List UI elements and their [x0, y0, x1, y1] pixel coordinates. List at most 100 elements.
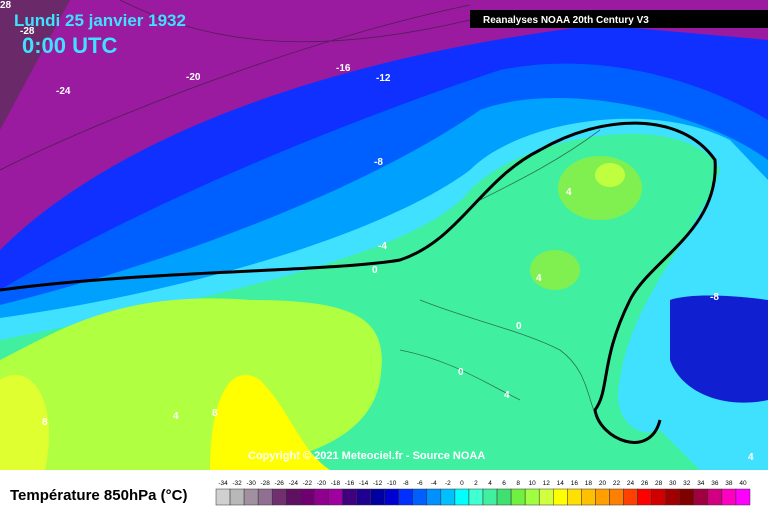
- cold-region: [0, 0, 70, 130]
- color-swatch: [229, 488, 245, 506]
- date: Lundi 25 janvier 1932: [14, 11, 186, 30]
- contour-label: -8: [710, 292, 719, 303]
- color-swatch: [271, 488, 287, 506]
- legend-label: -30: [246, 480, 256, 487]
- contour-label: 0: [516, 321, 522, 332]
- color-swatch: [581, 488, 596, 506]
- color-swatch: [342, 488, 357, 506]
- color-swatch: [370, 488, 385, 506]
- color-swatch: [510, 488, 526, 506]
- color-swatch: [426, 488, 442, 506]
- contour-label: -28: [20, 26, 35, 37]
- legend-label: 18: [585, 480, 593, 487]
- color-swatch: [482, 488, 498, 506]
- contour-label: -16: [336, 63, 351, 74]
- source: Reanalyses NOAA 20th Century V3: [483, 15, 649, 26]
- legend-label: -20: [317, 480, 327, 487]
- legend-label: 2: [474, 480, 478, 487]
- color-swatch: [693, 488, 709, 506]
- color-swatch: [356, 488, 371, 506]
- legend-label: 36: [711, 480, 719, 487]
- temp-band: [0, 374, 49, 470]
- color-swatch: [286, 488, 301, 506]
- legend-label: 16: [571, 480, 579, 487]
- contour-label: 0: [372, 265, 378, 276]
- color-swatch: [609, 488, 624, 506]
- legend-label: -14: [359, 480, 369, 487]
- time: 0:00 UTC: [22, 33, 117, 58]
- legend-label: 32: [683, 480, 691, 487]
- legend-label: -10: [387, 480, 397, 487]
- color-swatch: [553, 488, 568, 506]
- zero-isotherm: [0, 121, 717, 444]
- legend-label: 10: [529, 480, 537, 487]
- legend-label: 38: [725, 480, 733, 487]
- color-swatch: [721, 488, 737, 506]
- legend-label: -6: [417, 480, 423, 487]
- contour-label: -20: [186, 72, 201, 83]
- legend-label: 6: [502, 480, 506, 487]
- legend-label: 34: [697, 480, 705, 487]
- legend-label: -22: [303, 480, 313, 487]
- color-swatch: [243, 488, 259, 506]
- contour-label: 8: [212, 408, 218, 419]
- legend-label: 8: [516, 480, 520, 487]
- color-swatch: [257, 488, 273, 506]
- contour-label: 4: [566, 187, 572, 198]
- legend-label: 40: [739, 480, 747, 487]
- legend-label: -24: [289, 480, 299, 487]
- legend-label: -12: [373, 480, 383, 487]
- contour-label: 8: [42, 417, 48, 428]
- contour-label: 4: [748, 452, 754, 463]
- legend-label: -28: [260, 480, 270, 487]
- contour-label: 4: [173, 411, 179, 422]
- legend-label: -8: [403, 480, 409, 487]
- contour-label: -8: [374, 157, 383, 168]
- color-swatch: [314, 488, 329, 506]
- color-swatch: [496, 488, 512, 506]
- color-swatch: [538, 488, 554, 506]
- legend-label: 26: [641, 480, 649, 487]
- color-swatch: [398, 488, 413, 506]
- color-swatch: [651, 488, 666, 506]
- legend-label: 20: [599, 480, 607, 487]
- color-swatch: [524, 488, 540, 506]
- contour-label: -4: [378, 241, 387, 252]
- contour-label: 4: [504, 390, 510, 401]
- color-swatch: [454, 488, 470, 506]
- temp-band: [670, 295, 768, 403]
- legend-label: 12: [543, 480, 551, 487]
- legend-label: -32: [232, 480, 242, 487]
- color-swatch: [440, 488, 456, 506]
- coastline: [0, 0, 621, 441]
- legend-label: -26: [275, 480, 285, 487]
- temp-band: [595, 163, 625, 187]
- legend-label: 22: [613, 480, 621, 487]
- color-swatch: [679, 488, 695, 506]
- color-swatch: [384, 488, 399, 506]
- color-swatch: [567, 488, 582, 506]
- color-swatch: [707, 488, 723, 506]
- color-swatch: [623, 488, 638, 506]
- color-swatch: [665, 488, 680, 506]
- legend-label: 28: [655, 480, 663, 487]
- color-swatch: [215, 488, 231, 506]
- contour-label: 0: [458, 367, 464, 378]
- legend-label: -4: [431, 480, 437, 487]
- legend-label: 14: [557, 480, 565, 487]
- legend-title: Température 850hPa (°C): [10, 487, 187, 504]
- contour-label: -12: [376, 73, 391, 84]
- legend-label: -2: [445, 480, 451, 487]
- color-swatch: [468, 488, 484, 506]
- contour-label: 28: [0, 0, 12, 11]
- legend-label: -16: [345, 480, 355, 487]
- color-swatch: [595, 488, 610, 506]
- legend-label: 4: [488, 480, 492, 487]
- color-swatch: [328, 488, 343, 506]
- color-swatch: [412, 488, 428, 506]
- contour-label: 4: [536, 273, 542, 284]
- legend-label: 0: [460, 480, 464, 487]
- color-swatch: [637, 488, 652, 506]
